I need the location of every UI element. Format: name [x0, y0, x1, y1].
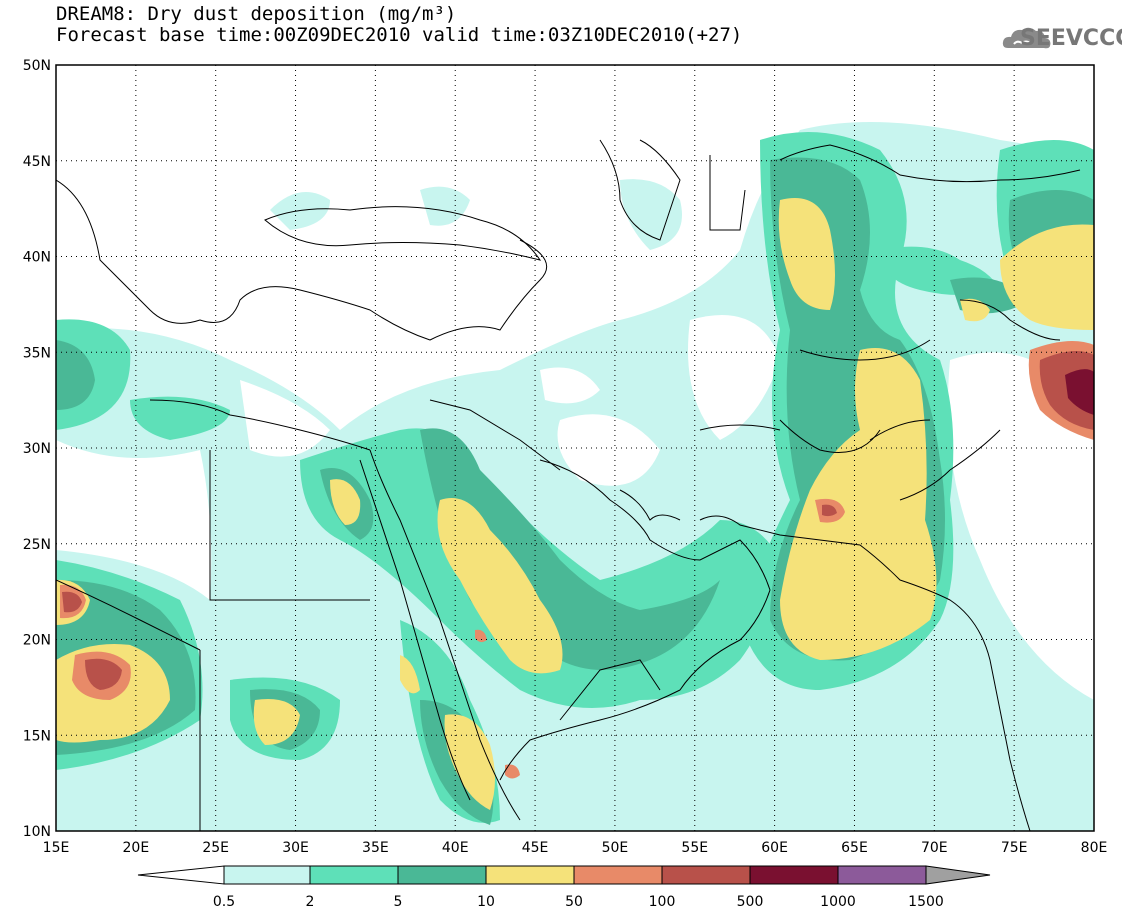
latitude-tick-label: 20N: [23, 633, 51, 649]
colorbar-tick-label: 100: [649, 894, 676, 910]
colorbar-tick-label: 0.5: [213, 894, 235, 910]
colorbar-tick-label: 2: [306, 894, 315, 910]
map-frame: [55, 64, 1095, 832]
colorbar-bin: [661, 865, 751, 885]
longitude-tick-label: 30E: [282, 840, 309, 856]
longitude-tick-label: 15E: [43, 840, 70, 856]
longitude-tick-label: 25E: [202, 840, 229, 856]
longitude-tick-label: 70E: [921, 840, 948, 856]
latitude-tick-label: 10N: [23, 824, 51, 840]
longitude-tick-label: 55E: [681, 840, 708, 856]
longitude-tick-label: 75E: [1001, 840, 1028, 856]
colorbar-bin: [309, 865, 399, 885]
colorbar-bin: [485, 865, 575, 885]
colorbar-bin: [837, 865, 927, 885]
colorbar-tick-label: 500: [737, 894, 764, 910]
longitude-tick-label: 50E: [602, 840, 629, 856]
longitude-tick-label: 60E: [761, 840, 788, 856]
latitude-tick-label: 50N: [23, 58, 51, 74]
colorbar-bin: [749, 865, 839, 885]
colorbar-tick-label: 5: [394, 894, 403, 910]
colorbar-bin: [223, 865, 311, 885]
colorbar-tick-label: 1500: [908, 894, 944, 910]
cloud-logo-icon: [1002, 27, 1051, 49]
longitude-tick-label: 45E: [522, 840, 549, 856]
latitude-tick-label: 35N: [23, 345, 51, 361]
longitude-tick-label: 40E: [442, 840, 469, 856]
latitude-tick-labels: 10N 15N 20N 25N 30N 35N 40N 45N 50N: [23, 58, 51, 840]
colorbar-bin: [573, 865, 663, 885]
longitude-tick-label: 65E: [841, 840, 868, 856]
colorbar-under-arrow: [137, 865, 225, 885]
map-title: DREAM8: Dry dust deposition (mg/m³): [56, 3, 457, 25]
colorbar: 0.5 2 5 10 50 100 500 1000 1500: [137, 865, 991, 910]
latitude-tick-label: 45N: [23, 154, 51, 170]
colorbar-tick-label: 50: [565, 894, 583, 910]
longitude-tick-labels: 15E 20E 25E 30E 35E 40E 45E 50E 55E 60E 65E 70E 75E 8…: [43, 840, 1108, 856]
latitude-tick-label: 40N: [23, 250, 51, 266]
latitude-tick-label: 15N: [23, 728, 51, 744]
longitude-tick-label: 80E: [1081, 840, 1108, 856]
colorbar-bin: [397, 865, 487, 885]
latitude-tick-label: 25N: [23, 537, 51, 553]
colorbar-tick-label: 10: [477, 894, 495, 910]
latitude-tick-label: 30N: [23, 441, 51, 457]
colorbar-over-arrow: [925, 865, 991, 885]
longitude-tick-label: 20E: [123, 840, 150, 856]
forecast-time-subtitle: Forecast base time:00Z09DEC2010 valid ti…: [56, 24, 743, 46]
colorbar-tick-label: 1000: [820, 894, 856, 910]
longitude-tick-label: 35E: [362, 840, 389, 856]
seevccc-logo-text: SEEVCCC: [1020, 26, 1122, 51]
dust-field-layer: [56, 65, 1094, 831]
